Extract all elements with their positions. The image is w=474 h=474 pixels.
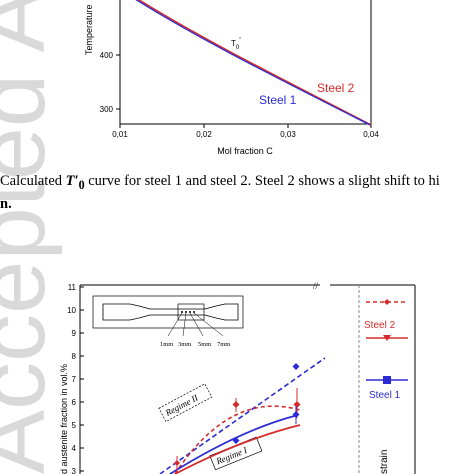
zoom-box	[177, 303, 205, 321]
figure2-ylabel: d austenite fraction in vol.%	[59, 364, 69, 474]
figure2-yticks: 11 10 9 8 7 6 5 4 3	[67, 283, 84, 474]
figure2-legend: Steel 2 Steel 1 strain	[364, 299, 408, 474]
xtick-003: 0,03	[280, 130, 296, 139]
xtick-004: 0,04	[363, 130, 379, 139]
caption-start: Calculated	[0, 173, 66, 189]
figure1-yticks: 400 300	[100, 51, 120, 114]
steel1-curve	[135, 0, 371, 126]
side-label: strain	[379, 450, 390, 474]
steel1-solid-fit	[169, 414, 299, 474]
steel2-point	[293, 401, 301, 408]
inset-label-5mm: 5mm	[198, 341, 211, 348]
ytick-10: 10	[67, 306, 76, 315]
steel2-point	[174, 460, 180, 466]
figure1-ylabel: Temperature	[84, 4, 94, 55]
caption-line2: n.	[0, 195, 12, 212]
steel1-point	[232, 437, 240, 444]
figure1-plot-frame	[119, 0, 372, 125]
ytick-400: 400	[100, 51, 114, 60]
legend-steel2: Steel 2	[317, 81, 355, 95]
steel2-solid-fit	[174, 424, 301, 474]
steel2-curve	[137, 0, 372, 126]
steel2-point	[232, 401, 240, 408]
xtick-001: 0,01	[112, 130, 128, 139]
ytick-300: 300	[100, 105, 114, 114]
legend2-steel2: Steel 2	[364, 320, 396, 331]
xtick-002: 0,02	[196, 130, 212, 139]
figure1-chart: Temperature 400 300 0,01 0,02 0,03 0,04 …	[84, 0, 379, 156]
steel1-dashed-fit	[159, 357, 326, 474]
figure1-caption: Calculated T′0 curve for steel 1 and ste…	[0, 172, 474, 214]
ytick-5: 5	[72, 421, 77, 430]
caption-subscript: 0	[78, 177, 85, 192]
regime2-box: Regime II	[158, 383, 213, 423]
steel1-point	[292, 363, 300, 370]
axis-break: //	[313, 281, 319, 291]
inset-label-3mm: 3mm	[178, 341, 191, 348]
ytick-7: 7	[72, 375, 77, 384]
specimen-outline	[102, 303, 239, 321]
ytick-9: 9	[72, 329, 77, 338]
figure1-xlabel: Mol fraction C	[217, 146, 273, 156]
specimen-inset: 1mm 3mm 5mm 7mm	[92, 295, 244, 348]
legend-steel1: Steel 1	[259, 93, 297, 107]
steel1-markers	[232, 363, 300, 444]
ytick-8: 8	[72, 352, 77, 361]
ytick-3: 3	[72, 467, 77, 474]
caption-text: curve for steel 1 and steel 2. Steel 2 s…	[84, 173, 440, 189]
steel1-point	[292, 411, 300, 418]
ytick-11: 11	[68, 283, 77, 292]
legend2-steel1: Steel 1	[369, 390, 401, 401]
ytick-6: 6	[72, 398, 77, 407]
ytick-4: 4	[72, 444, 77, 453]
caption-symbol: T′	[65, 173, 79, 189]
inset-label-7mm: 7mm	[217, 341, 230, 348]
steel2-dashed-fit	[174, 405, 301, 474]
inset-label-1mm: 1mm	[160, 341, 173, 348]
